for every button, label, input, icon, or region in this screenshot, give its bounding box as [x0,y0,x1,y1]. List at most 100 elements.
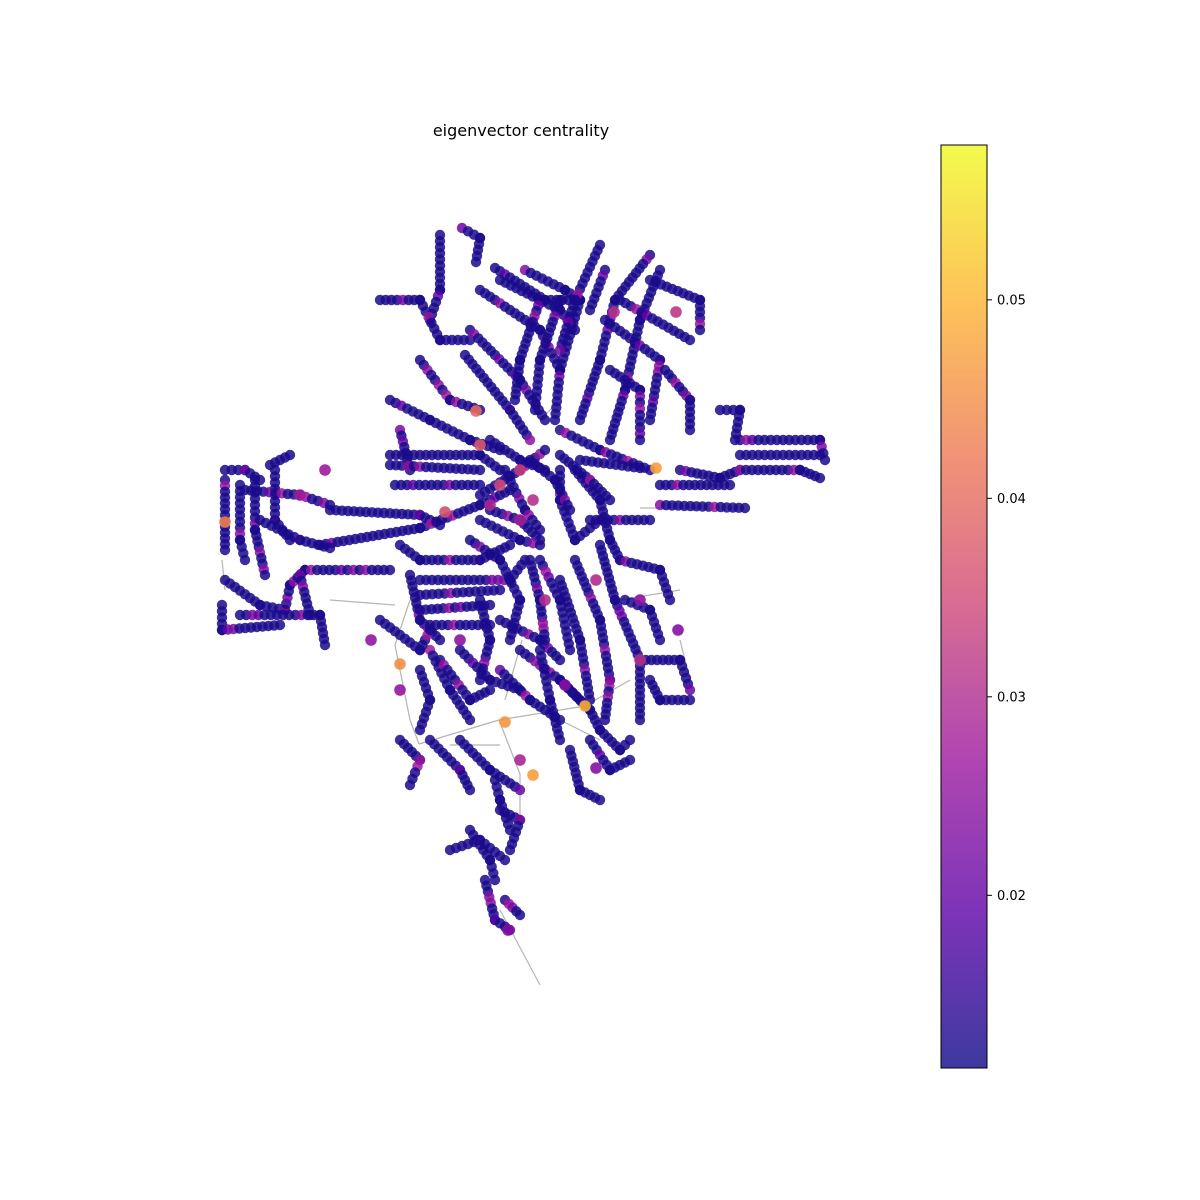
network-node [599,714,611,726]
network-node [504,539,516,551]
high-centrality-node [474,439,486,451]
network-nodes [216,222,831,936]
colorbar-tick-label: 0.04 [997,492,1026,507]
network-node [494,584,506,596]
network-node [664,594,676,606]
network-node [424,624,436,636]
network-node [504,844,516,856]
network-node [414,724,426,736]
network-node [634,714,646,726]
network-node [554,344,566,356]
network-node [484,684,496,696]
high-centrality-node [470,405,482,417]
network-node [684,334,696,346]
network-node [684,684,696,696]
network-node [499,854,511,866]
network-node [729,434,741,446]
colorbar-tick-label: 0.02 [997,889,1026,904]
network-node [539,444,551,456]
network-node [259,569,271,581]
high-centrality-node [494,479,506,491]
high-centrality-node [650,462,662,474]
high-centrality-node [539,594,551,606]
network-node [644,414,656,426]
network-node [484,599,496,611]
network-node [814,472,826,484]
chart-title: eigenvector centrality [433,121,609,140]
network-node [534,524,546,536]
network-node [474,464,486,476]
network-node [529,404,541,416]
colorbar-gradient [941,145,987,1068]
network-node [739,502,751,514]
network-node [514,784,526,796]
network-node [509,394,521,406]
network-node [319,639,331,651]
network-edge [329,599,396,606]
colorbar-frame [940,144,988,1069]
high-centrality-node [579,700,591,712]
network-node [470,256,482,268]
network-node [549,414,561,426]
high-centrality-node [670,306,682,318]
high-centrality-node [499,716,511,728]
network-node [534,539,546,551]
high-centrality-node [527,769,539,781]
network-node [464,784,476,796]
high-centrality-node [502,924,514,936]
network-node [564,504,576,516]
network-node [514,909,526,921]
colorbar-tick-label: 0.03 [997,690,1026,705]
high-centrality-node [219,516,231,528]
network-node [814,449,826,461]
network-node [684,694,696,706]
high-centrality-node [514,514,526,526]
network-node [324,542,336,554]
high-centrality-node [394,658,406,670]
network-node [594,794,606,806]
high-centrality-node [484,499,496,511]
network-node [634,434,646,446]
network-node [304,609,316,621]
network-node [219,544,231,556]
network-edge [499,909,541,986]
network-node [554,734,566,746]
high-centrality-node [590,574,602,586]
high-centrality-node [634,654,646,666]
network-node [504,634,516,646]
network-node [434,634,446,646]
high-centrality-node [365,634,377,646]
network-edge [498,719,521,775]
high-centrality-node [527,494,539,506]
network-node [554,654,566,666]
network-node [694,324,706,336]
colorbar: 0.02 0.03 0.04 0.05 [940,144,1026,1069]
network-node [524,434,536,446]
network-node [634,462,646,474]
network-node [604,434,616,446]
network-node [284,449,296,461]
network-node [624,754,636,766]
high-centrality-node [559,679,571,691]
network-node [489,874,501,886]
high-centrality-node [634,594,646,606]
high-centrality-node [672,624,684,636]
network-node [624,734,636,746]
high-centrality-node [294,489,306,501]
network-edge [409,719,420,745]
network-node [584,304,596,316]
network-node [274,619,286,631]
network-node [464,714,476,726]
colorbar-tick-label: 0.05 [997,293,1026,308]
high-centrality-node [514,754,526,766]
network-node [539,414,551,426]
network-node [384,564,396,576]
high-centrality-node [319,464,331,476]
network-node [404,779,416,791]
network-node [684,424,696,436]
network-node [574,414,586,426]
network-edge [394,644,411,721]
high-centrality-node [608,306,620,318]
network-node [539,634,551,646]
